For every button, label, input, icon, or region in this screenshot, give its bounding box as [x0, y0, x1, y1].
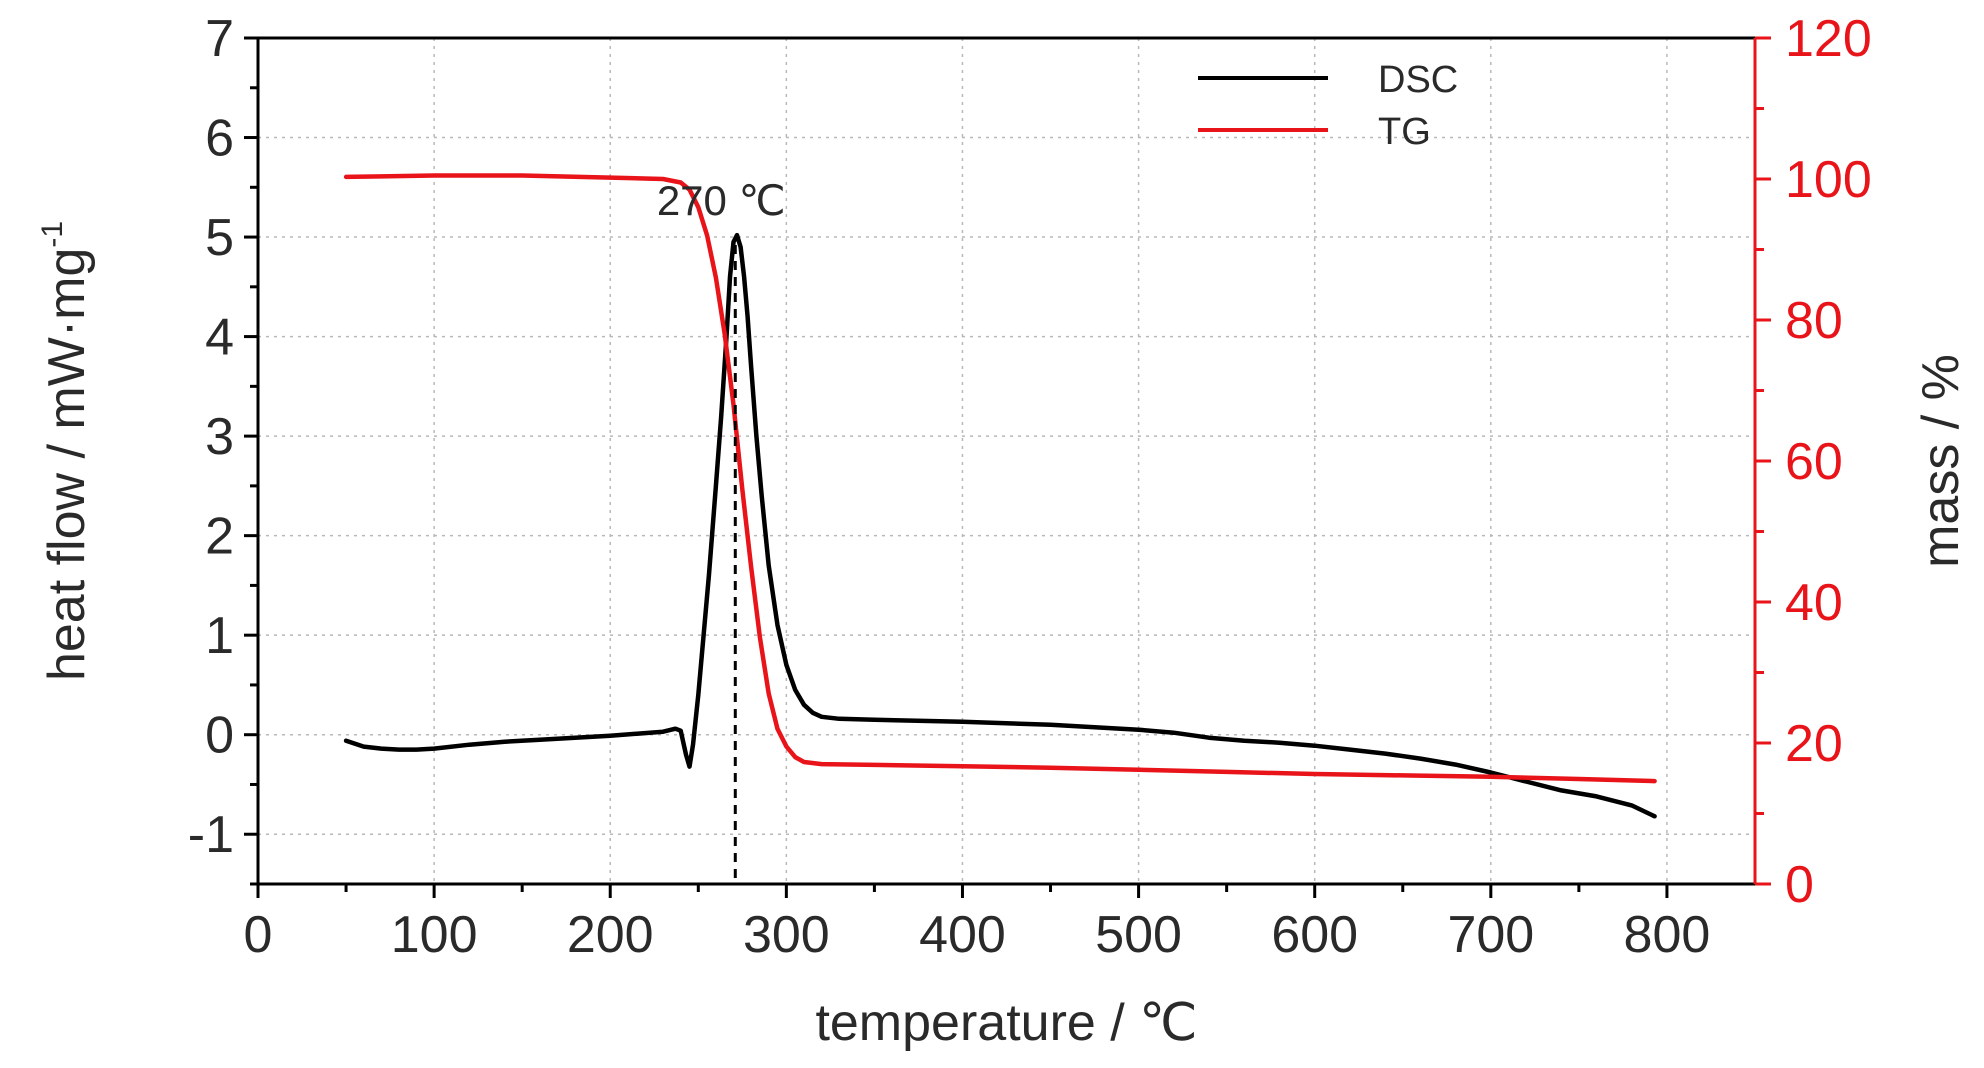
y-right-axis-title: mass / %: [1912, 354, 1970, 568]
y-left-tick-label: 2: [205, 508, 234, 566]
grid-layer: [258, 38, 1755, 884]
x-tick-label: 100: [391, 906, 478, 964]
ticks-layer: 0 100 200 300 400 500 600 700 800-10123456702040…: [188, 10, 1872, 964]
series-line-dsc: [343, 232, 1657, 819]
x-tick-label: 600: [1271, 906, 1358, 964]
x-tick-label: 500: [1095, 906, 1182, 964]
legend: DSC TG: [1198, 59, 1458, 153]
y-left-axis-title-superscript: -1: [36, 221, 69, 248]
axis-titles: temperature / ℃ heat flow / mW·mg-1 mass…: [36, 221, 1970, 1052]
y-right-tick-label: 40: [1785, 574, 1843, 632]
annotation-layer: 270 ℃: [657, 177, 786, 884]
x-axis-title: temperature / ℃: [815, 994, 1197, 1052]
axes-layer: [256, 36, 1757, 886]
y-left-axis-title-main: heat flow / mW·mg: [38, 248, 96, 681]
y-right-tick-label: 120: [1785, 10, 1872, 68]
peak-annotation: 270 ℃: [657, 177, 786, 224]
y-right-tick-label: 20: [1785, 715, 1843, 773]
y-right-tick-label: 80: [1785, 292, 1843, 350]
legend-tg-label: TG: [1378, 111, 1431, 153]
y-left-tick-label: 3: [205, 408, 234, 466]
y-right-tick-label: 100: [1785, 151, 1872, 209]
y-left-tick-label: 7: [205, 10, 234, 68]
x-tick-label: 800: [1624, 906, 1711, 964]
y-left-tick-label: 6: [205, 110, 234, 168]
y-left-tick-label: -1: [188, 806, 234, 864]
series-layer: [343, 173, 1657, 819]
x-tick-label: 700: [1447, 906, 1534, 964]
y-left-tick-label: 0: [205, 707, 234, 765]
y-right-tick-label: 0: [1785, 856, 1814, 914]
legend-dsc-label: DSC: [1378, 59, 1458, 101]
x-tick-label: 0: [244, 906, 273, 964]
series-line-tg: [343, 173, 1657, 784]
y-left-tick-label: 5: [205, 209, 234, 267]
x-tick-label: 300: [743, 906, 830, 964]
x-tick-label: 200: [567, 906, 654, 964]
y-left-tick-label: 4: [205, 309, 234, 367]
y-left-tick-label: 1: [205, 607, 234, 665]
y-right-tick-label: 60: [1785, 433, 1843, 491]
y-left-axis-title: heat flow / mW·mg-1: [36, 221, 96, 681]
x-tick-label: 400: [919, 906, 1006, 964]
plot-frame: [256, 36, 1757, 886]
